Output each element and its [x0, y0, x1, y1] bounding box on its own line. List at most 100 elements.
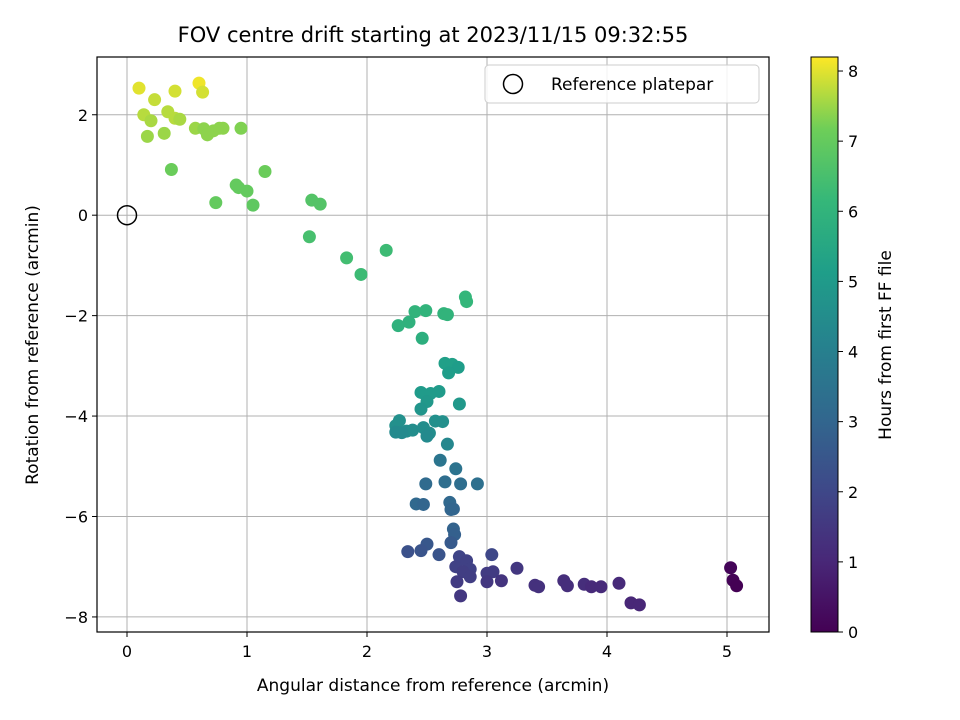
legend-label: Reference platepar	[551, 75, 713, 95]
colorbar-tick-label: 2	[848, 483, 858, 502]
data-point	[173, 112, 187, 126]
plot-frame	[96, 56, 770, 633]
data-point	[446, 502, 460, 516]
data-point	[402, 315, 416, 329]
data-point	[209, 196, 223, 210]
data-point	[594, 580, 608, 594]
data-point	[148, 93, 162, 107]
data-point	[379, 243, 393, 257]
legend-box	[484, 64, 760, 104]
data-point	[510, 561, 524, 575]
data-point	[416, 497, 430, 511]
data-point	[440, 308, 454, 322]
data-point	[454, 589, 468, 603]
y-tick-label: −6	[64, 507, 88, 526]
data-point	[196, 85, 210, 99]
data-point	[391, 319, 405, 333]
data-point	[454, 477, 468, 491]
y-tick-label: −4	[64, 407, 88, 426]
data-point	[724, 561, 738, 575]
data-point	[452, 397, 466, 411]
y-axis-label: Rotation from reference (arcmin)	[23, 205, 43, 485]
data-point	[340, 251, 354, 265]
colorbar-frame	[810, 56, 839, 633]
data-point	[433, 453, 447, 467]
chart-title: FOV centre drift starting at 2023/11/15 …	[178, 23, 689, 47]
data-point	[451, 360, 465, 374]
data-point	[140, 129, 154, 143]
colorbar-tick-label: 7	[848, 132, 858, 151]
data-point	[436, 415, 450, 429]
x-tick-label: 5	[722, 642, 732, 661]
data-point	[313, 197, 327, 211]
colorbar-tick-label: 4	[848, 343, 858, 362]
data-point	[419, 477, 433, 491]
x-axis-label: Angular distance from reference (arcmin)	[257, 676, 609, 696]
data-point	[420, 429, 434, 443]
data-point	[401, 545, 415, 559]
colorbar-tick-label: 8	[848, 62, 858, 81]
data-point	[408, 305, 422, 319]
data-point	[168, 84, 182, 98]
y-tick-label: 0	[78, 206, 88, 225]
legend: Reference platepar	[484, 64, 760, 104]
x-tick-label: 3	[482, 642, 492, 661]
data-point	[246, 198, 260, 212]
data-point	[494, 574, 508, 588]
colorbar-tick-label: 0	[848, 623, 858, 642]
x-tick-label: 1	[242, 642, 252, 661]
data-point	[440, 437, 454, 451]
data-point	[302, 230, 316, 244]
data-point	[406, 423, 420, 437]
data-point	[463, 570, 477, 584]
data-point	[258, 164, 272, 178]
data-point	[486, 565, 500, 579]
data-points	[132, 76, 744, 612]
data-point	[216, 121, 230, 135]
data-point	[354, 267, 368, 281]
data-point	[442, 366, 456, 380]
data-point	[460, 295, 474, 309]
x-tick-label: 4	[602, 642, 612, 661]
y-tick-label: 2	[78, 106, 88, 125]
reference-platepar-marker	[116, 204, 138, 226]
colorbar-tick-label: 3	[848, 413, 858, 432]
data-point	[432, 384, 446, 398]
colorbar-tick-label: 5	[848, 272, 858, 291]
data-point	[450, 575, 464, 589]
data-point	[485, 548, 499, 562]
data-point	[415, 331, 429, 345]
data-point	[532, 580, 546, 594]
data-point	[612, 576, 626, 590]
legend-marker-icon	[502, 73, 524, 95]
data-point	[419, 304, 433, 318]
data-point	[432, 548, 446, 562]
data-point	[438, 475, 452, 489]
data-point	[395, 426, 409, 440]
data-point	[157, 126, 171, 140]
data-point	[414, 402, 428, 416]
colorbar-tick-label: 6	[848, 202, 858, 221]
colorbar-tick-label: 1	[848, 553, 858, 572]
x-axis-ticks: 0 1 2 3 4 5	[122, 632, 732, 661]
data-point	[144, 114, 158, 128]
data-point	[164, 162, 178, 176]
data-point	[584, 580, 598, 594]
y-tick-label: −2	[64, 307, 88, 326]
x-tick-label: 0	[122, 642, 132, 661]
data-point	[449, 462, 463, 476]
data-point	[240, 184, 254, 198]
y-tick-label: −8	[64, 608, 88, 627]
colorbar-gradient	[811, 57, 838, 632]
data-point	[632, 598, 646, 612]
colorbar-label: Hours from first FF file	[876, 250, 896, 440]
data-point	[730, 579, 744, 593]
colorbar: 0 1 2 3 4 5 6 7 8 Hours from first FF file	[810, 56, 896, 642]
data-point	[560, 579, 574, 593]
data-point	[392, 414, 406, 428]
data-point	[132, 81, 146, 95]
data-point	[470, 477, 484, 491]
y-axis-ticks: −8 −6 −4 −2 0 2	[64, 106, 97, 627]
data-point	[444, 536, 458, 550]
